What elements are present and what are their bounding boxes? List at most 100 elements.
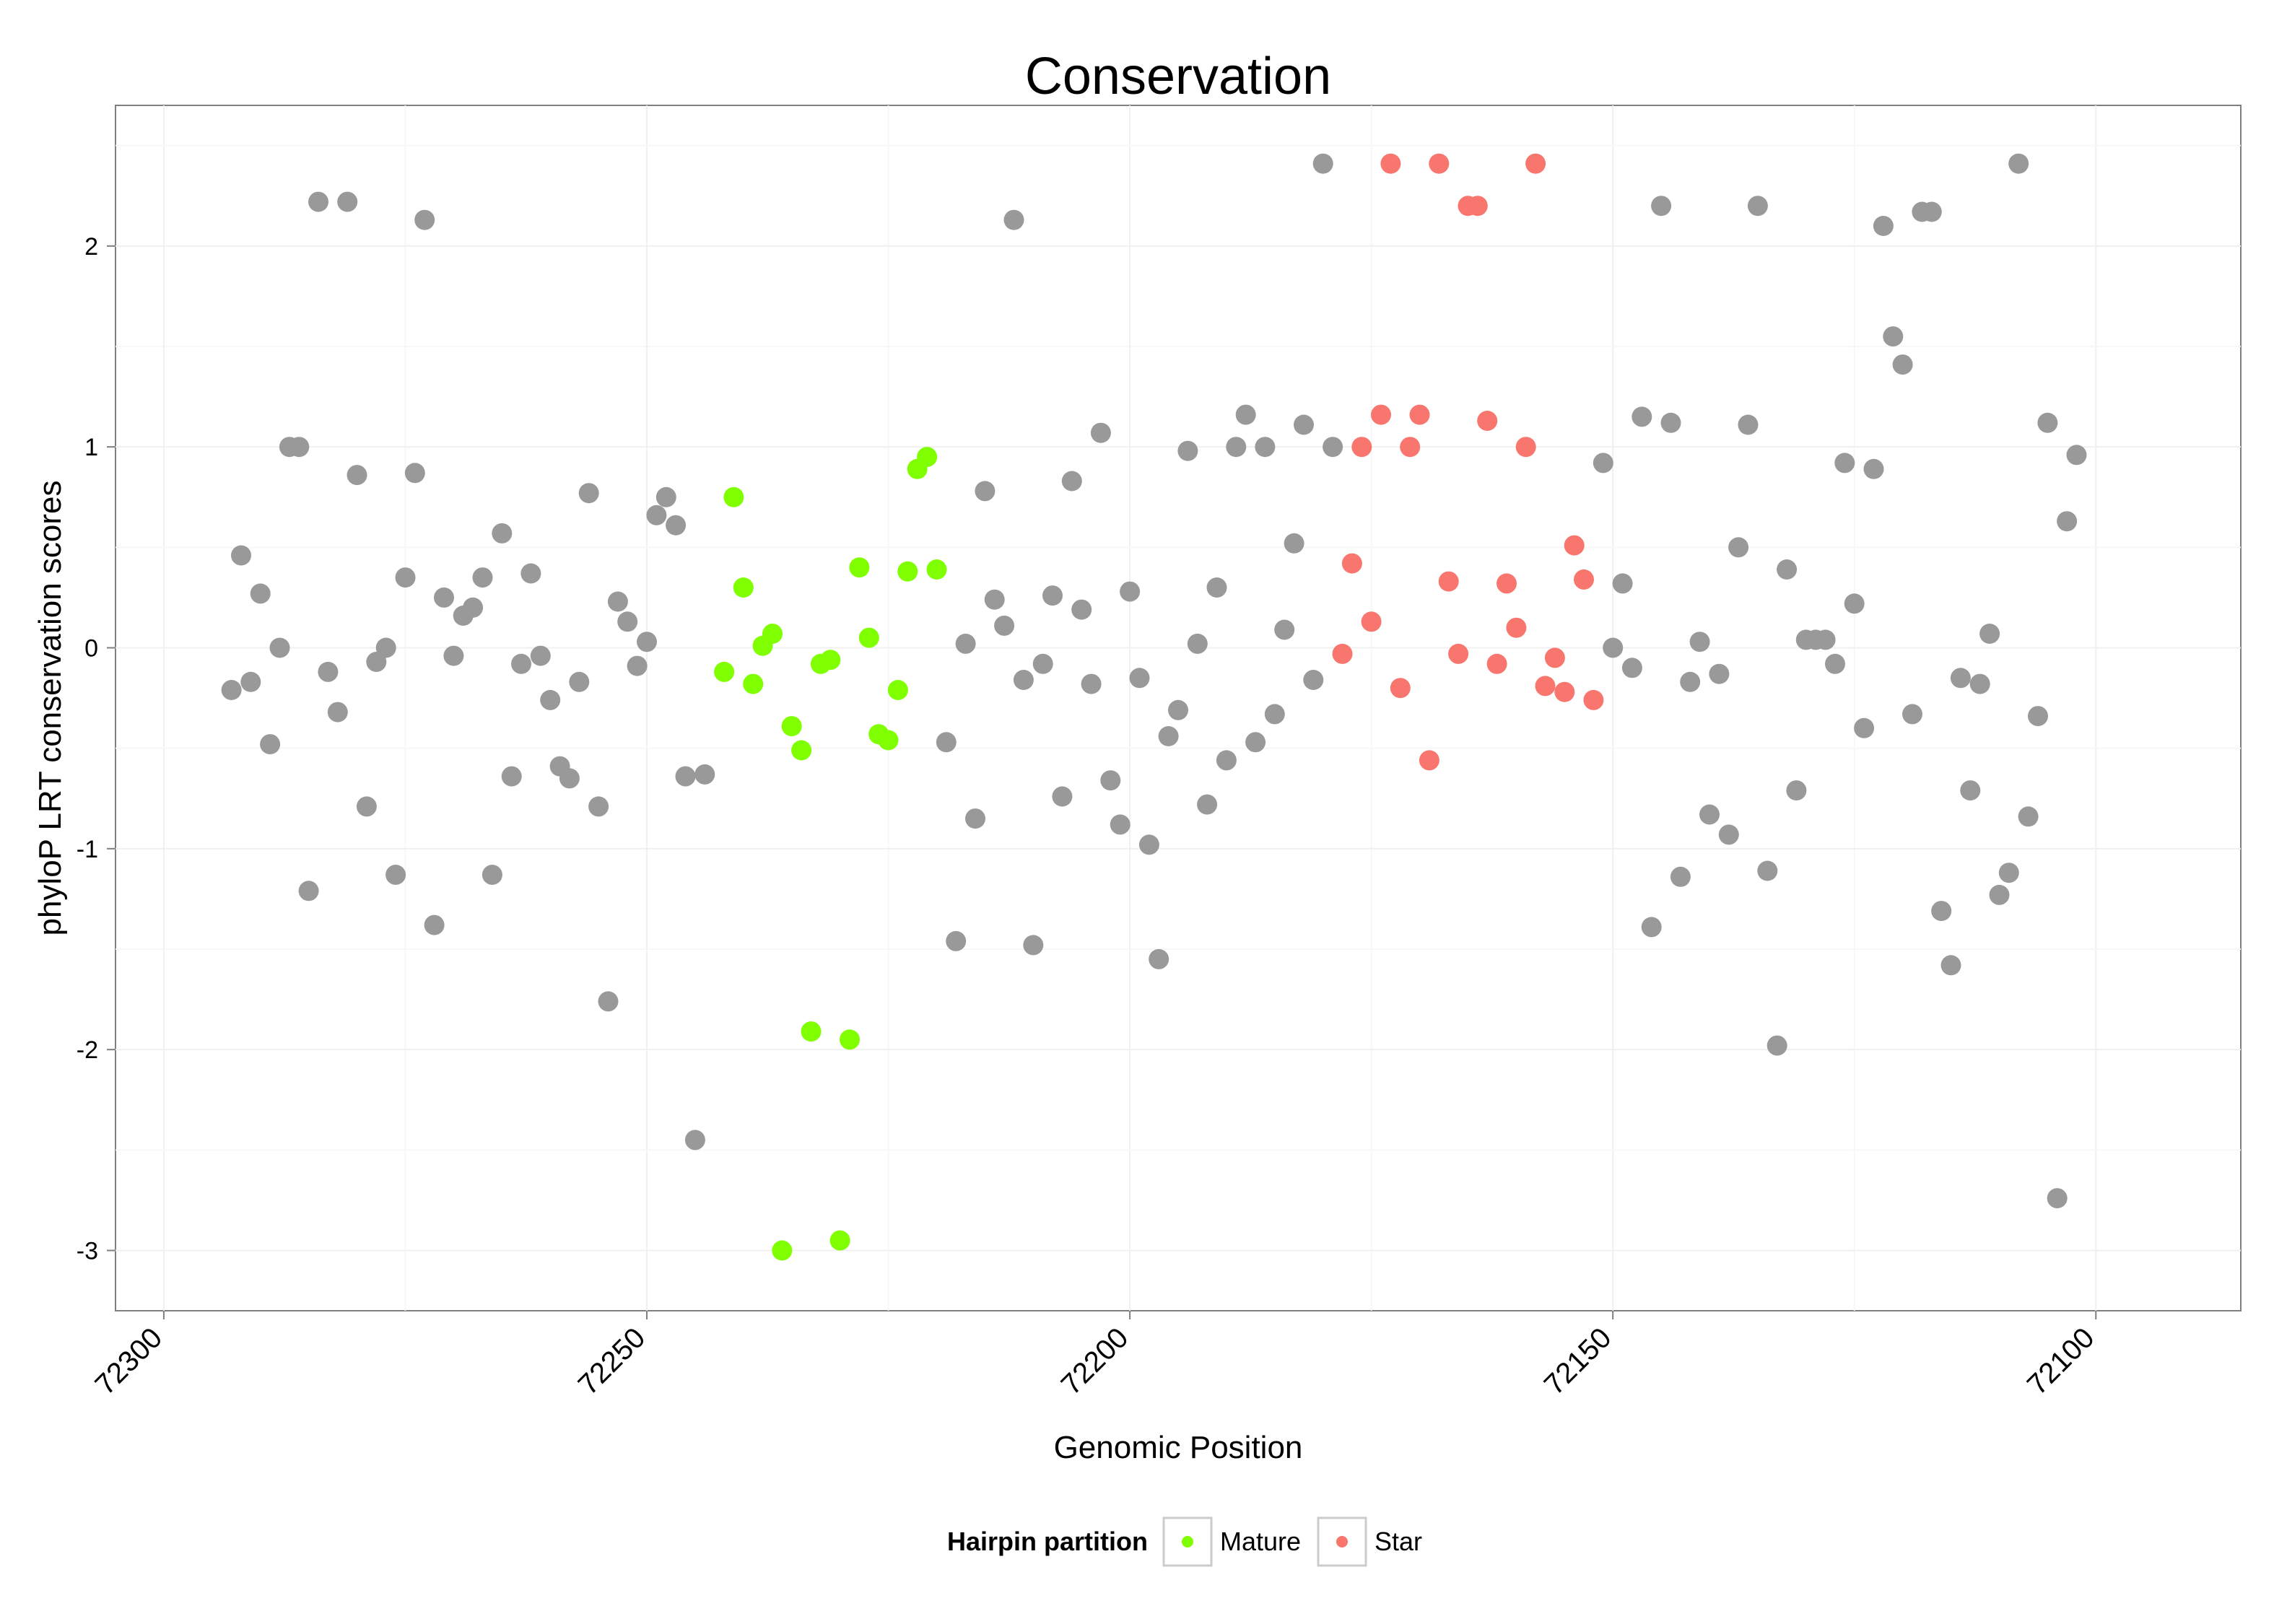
data-point <box>1235 404 1256 425</box>
data-point <box>2008 153 2029 174</box>
data-point <box>1323 437 1343 458</box>
data-point <box>530 645 551 666</box>
data-point <box>637 632 657 652</box>
data-point <box>694 764 715 785</box>
data-point <box>347 465 367 486</box>
data-point <box>269 637 290 658</box>
data-point <box>356 796 377 817</box>
data-point <box>1361 611 1382 632</box>
data-point <box>1689 632 1710 652</box>
data-point <box>1023 935 1044 956</box>
data-point <box>385 865 406 885</box>
data-point <box>1632 406 1652 427</box>
data-point <box>1535 676 1556 697</box>
legend-title: Hairpin partition <box>947 1527 1148 1556</box>
data-point <box>1786 780 1807 801</box>
data-point <box>1138 834 1159 855</box>
data-point <box>1429 153 1450 174</box>
data-point <box>1564 535 1585 556</box>
y-tick-label: 0 <box>84 635 98 663</box>
data-point <box>1554 681 1575 702</box>
data-point <box>723 486 744 507</box>
data-point <box>1216 750 1237 771</box>
data-point <box>1042 585 1063 606</box>
data-point <box>1351 437 1372 458</box>
data-point <box>1187 633 1208 654</box>
data-point <box>1264 704 1285 725</box>
data-point <box>569 671 590 692</box>
data-point <box>646 505 667 525</box>
data-point <box>1149 948 1169 969</box>
data-point <box>743 673 764 694</box>
y-tick-label: -2 <box>77 1036 98 1064</box>
data-point <box>2066 445 2087 466</box>
data-point <box>1969 673 1990 694</box>
chart-title: Conservation <box>1025 48 1331 105</box>
data-point <box>424 914 445 935</box>
y-axis: -3 -2 -1 0 1 2 <box>77 233 116 1265</box>
data-point <box>1718 824 1739 845</box>
legend: Hairpin partition Mature Star <box>947 1516 1422 1567</box>
data-point <box>1515 437 1536 458</box>
data-point <box>617 611 638 632</box>
data-point <box>1371 404 1391 425</box>
data-points <box>221 153 2087 1261</box>
data-point <box>1825 653 1845 674</box>
data-point <box>926 559 947 580</box>
data-point <box>1998 863 2019 883</box>
data-point <box>231 545 251 566</box>
data-point <box>1699 804 1720 825</box>
data-point <box>1332 643 1353 664</box>
data-point <box>772 1240 793 1261</box>
data-point <box>1274 619 1295 640</box>
data-point <box>1506 617 1527 638</box>
data-point <box>1738 414 1759 435</box>
x-tick-label: 72250 <box>572 1322 652 1401</box>
data-point <box>395 567 416 588</box>
data-point <box>1390 678 1411 699</box>
data-point <box>492 523 513 543</box>
data-point <box>1206 577 1227 598</box>
data-point <box>2057 511 2078 532</box>
y-tick-label: -3 <box>77 1238 98 1265</box>
data-point <box>1003 209 1024 230</box>
data-point <box>260 734 281 755</box>
data-point <box>994 615 1015 636</box>
data-point <box>946 930 967 951</box>
data-point <box>2018 806 2039 827</box>
data-point <box>1603 637 1624 658</box>
data-point <box>2028 706 2048 727</box>
data-point <box>887 680 908 700</box>
data-point <box>598 991 619 1012</box>
data-point <box>1863 458 1884 479</box>
data-point <box>1197 794 1218 815</box>
data-point <box>463 597 484 618</box>
data-point <box>733 577 754 598</box>
data-point <box>1574 569 1594 590</box>
data-point <box>1747 196 1768 217</box>
data-point <box>559 768 580 789</box>
legend-key-mature <box>1182 1536 1193 1547</box>
data-point <box>434 587 454 608</box>
data-point <box>289 437 310 458</box>
data-point <box>849 557 870 578</box>
data-point <box>1409 404 1430 425</box>
data-point <box>684 1130 705 1151</box>
data-point <box>762 624 783 644</box>
data-point <box>1438 571 1459 592</box>
data-point <box>472 567 493 588</box>
data-point <box>404 463 425 484</box>
data-point <box>1612 573 1633 594</box>
data-point <box>298 881 319 902</box>
data-point <box>801 1021 822 1042</box>
data-point <box>250 583 271 604</box>
data-point <box>1013 670 1034 690</box>
data-point <box>1419 750 1439 771</box>
data-point <box>878 730 899 751</box>
data-point <box>607 591 628 612</box>
x-tick-label: 72300 <box>90 1322 169 1401</box>
data-point <box>1660 412 1681 433</box>
data-point <box>1071 599 1092 620</box>
data-point <box>1341 553 1362 574</box>
data-point <box>1940 955 1961 976</box>
